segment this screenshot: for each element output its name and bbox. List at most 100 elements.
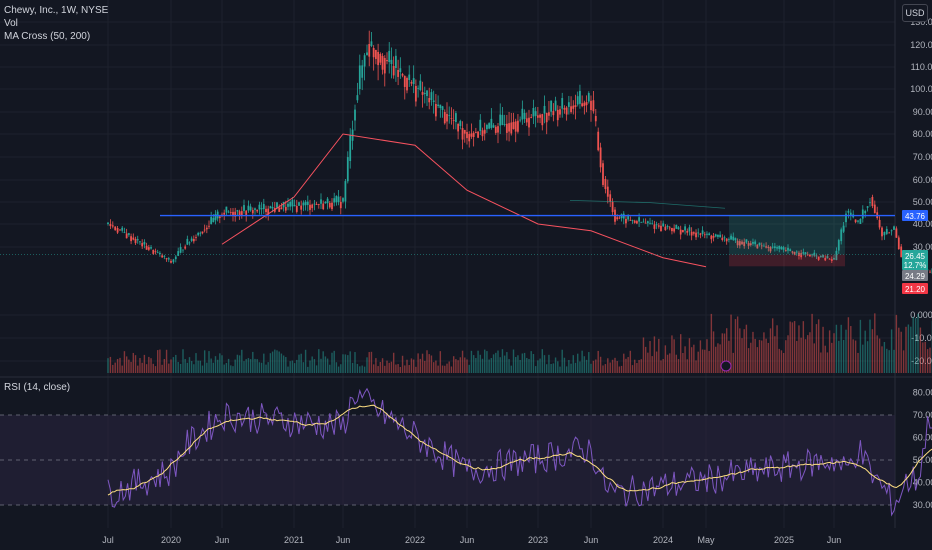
- price-candle: [109, 224, 112, 227]
- price-candle: [394, 55, 397, 68]
- volume-bar: [532, 354, 535, 373]
- volume-bar: [168, 363, 170, 373]
- price-candle: [481, 130, 484, 137]
- volume-bar: [644, 346, 647, 373]
- price-label-box: [902, 270, 928, 281]
- price-candle: [519, 119, 522, 121]
- price-tick-label: 60.00: [913, 175, 932, 185]
- volume-bar: [813, 343, 815, 373]
- volume-bar: [472, 355, 475, 373]
- price-candle: [847, 210, 850, 213]
- price-candle: [893, 226, 895, 230]
- volume-bar: [588, 352, 590, 373]
- price-candle: [804, 252, 807, 255]
- volume-bar: [761, 340, 763, 373]
- price-candle: [536, 115, 539, 118]
- volume-bar: [623, 353, 625, 373]
- volume-bar: [432, 362, 435, 373]
- volume-bar: [508, 359, 510, 373]
- price-candle: [565, 107, 568, 115]
- price-candle: [199, 232, 202, 234]
- price-label-text: 26.45: [905, 252, 926, 261]
- price-candle: [145, 245, 148, 250]
- volume-bar: [210, 358, 212, 373]
- volume-bar: [276, 350, 278, 373]
- volume-bar: [862, 344, 864, 373]
- volume-bar: [150, 358, 152, 373]
- volume-bar: [581, 350, 583, 373]
- volume-bar: [356, 363, 359, 373]
- price-candle: [756, 244, 759, 249]
- price-candle: [826, 256, 829, 259]
- price-candle: [741, 241, 743, 245]
- price-candle: [837, 240, 840, 251]
- price-candle: [212, 217, 215, 223]
- volume-bar: [528, 359, 530, 373]
- price-candle: [302, 202, 305, 206]
- volume-bar: [673, 339, 675, 373]
- volume-bar: [216, 359, 219, 373]
- price-candle: [454, 113, 457, 122]
- price-candle: [890, 230, 893, 232]
- price-candle: [655, 224, 658, 226]
- price-candle: [397, 70, 400, 77]
- volume-bar: [499, 357, 501, 373]
- volume-bar: [347, 355, 349, 373]
- volume-bar: [114, 362, 116, 373]
- volume-bar: [763, 332, 765, 373]
- price-candle: [284, 207, 287, 211]
- price-candle: [574, 105, 577, 108]
- volume-bar: [874, 313, 876, 373]
- volume-bar: [835, 324, 838, 373]
- volume-bar: [148, 356, 150, 373]
- price-candle: [677, 227, 680, 230]
- volume-bar: [492, 354, 495, 373]
- price-candle: [599, 147, 602, 168]
- volume-bar: [388, 362, 390, 373]
- volume-bar: [468, 364, 470, 373]
- price-candle: [782, 247, 785, 250]
- price-candle: [651, 223, 654, 225]
- price-candle: [258, 204, 261, 210]
- volume-bar: [719, 344, 721, 373]
- price-candle: [747, 242, 750, 246]
- volume-bar: [139, 358, 141, 373]
- price-candle: [229, 212, 232, 213]
- volume-bar: [154, 366, 157, 373]
- volume-bar: [349, 351, 351, 373]
- volume-bar: [223, 364, 225, 373]
- currency-badge[interactable]: USD: [902, 4, 928, 22]
- price-candle: [143, 241, 146, 245]
- volume-bar: [907, 324, 910, 373]
- volume-bar: [271, 351, 274, 373]
- price-candle: [450, 118, 453, 119]
- volume-bar: [807, 335, 809, 373]
- price-candle: [503, 124, 506, 125]
- volume-bar: [326, 358, 329, 373]
- price-candle: [298, 202, 300, 206]
- volume-bar: [206, 362, 208, 373]
- price-candle: [346, 157, 349, 182]
- volume-bar: [344, 354, 347, 373]
- volume-bar: [506, 352, 508, 373]
- volume-bar: [424, 360, 426, 373]
- volume-bar: [618, 366, 621, 373]
- volume-bar: [530, 351, 532, 373]
- volume-bar: [452, 356, 455, 373]
- volume-bar: [470, 350, 473, 373]
- price-candle: [260, 208, 263, 210]
- volume-bar: [695, 360, 697, 373]
- volume-bar: [260, 362, 263, 373]
- volume-bar: [629, 350, 632, 373]
- price-candle: [806, 254, 809, 256]
- price-candle: [225, 206, 228, 213]
- volume-bar: [335, 362, 338, 373]
- volume-bar: [179, 363, 182, 373]
- volume-bar: [905, 326, 907, 373]
- time-tick-label: Jun: [460, 535, 475, 545]
- price-candle: [517, 120, 519, 132]
- volume-bar: [444, 365, 446, 373]
- volume-bar: [712, 331, 715, 373]
- volume-bar: [437, 365, 439, 373]
